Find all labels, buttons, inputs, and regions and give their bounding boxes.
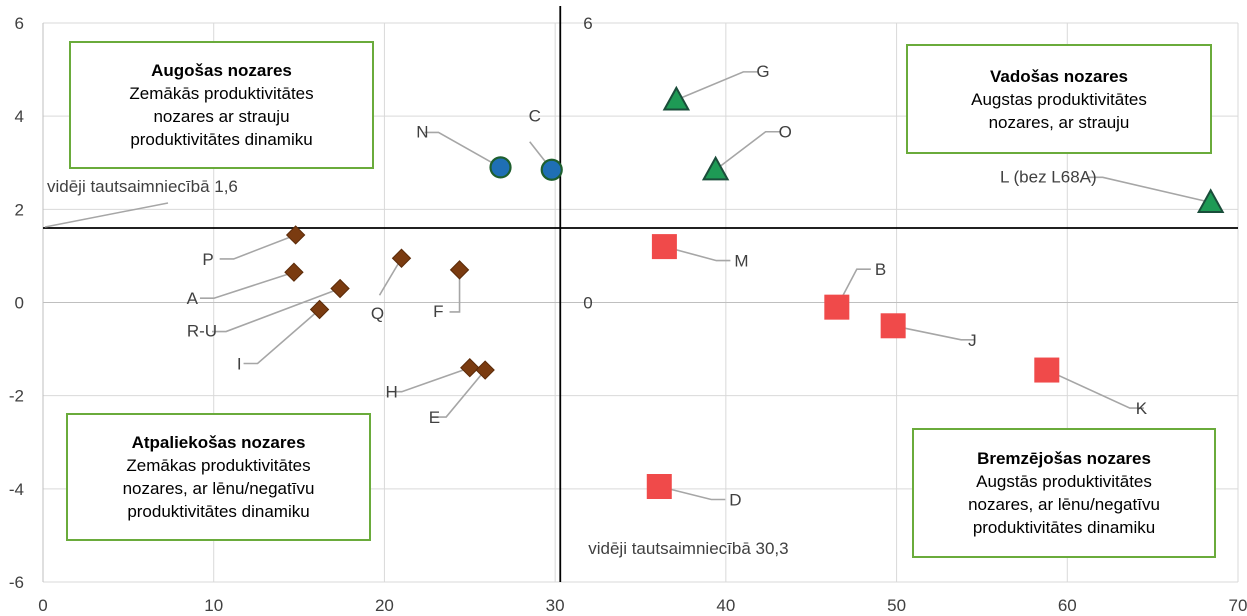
quadrant-line: produktivitātes dinamiku xyxy=(127,502,310,521)
x-tick-label: 10 xyxy=(204,596,223,615)
leader-line xyxy=(424,131,501,169)
y-tick-label: -4 xyxy=(9,480,24,499)
x-tick-label: 60 xyxy=(1058,596,1077,615)
x-tick-label: 30 xyxy=(546,596,565,615)
data-point-square xyxy=(651,234,677,260)
point-label: O xyxy=(779,123,792,142)
y-tick-label: 4 xyxy=(15,107,24,126)
quadrant-box-vadosas: Vadošas nozares Augstas produktivitātes … xyxy=(906,44,1212,154)
point-label: C xyxy=(529,107,541,126)
point-label: M xyxy=(734,252,748,271)
quadrant-box-atpaliekosas: Atpaliekošas nozares Zemākas produktivit… xyxy=(66,413,371,541)
quadrant-line: produktivitātes dinamiku xyxy=(130,130,313,149)
point-label: H xyxy=(386,383,398,402)
x-tick-label: 70 xyxy=(1229,596,1247,615)
leader-line xyxy=(676,71,758,101)
data-point-triangle xyxy=(701,155,730,181)
horizontal-line-label: vidēji tautsaimniecībā 1,6 xyxy=(47,177,238,196)
vertical-line-top-value: 6 xyxy=(583,14,592,33)
leader-line xyxy=(1046,369,1144,409)
quadrant-line: nozares, ar lēnu/negatīvu xyxy=(968,495,1160,514)
data-point-diamond xyxy=(475,360,495,380)
data-point-square xyxy=(1034,357,1060,383)
quadrant-box-bremzejosas: Bremzējošas nozares Augstās produktivitā… xyxy=(912,428,1216,558)
data-points xyxy=(284,85,1225,500)
data-point-square xyxy=(824,294,850,320)
quadrant-box-augosas: Augošas nozares Zemākās produktivitātes … xyxy=(69,41,374,169)
data-point-diamond xyxy=(285,225,306,245)
quadrant-title: Vadošas nozares xyxy=(990,66,1128,86)
quadrant-line: Zemākas produktivitātes xyxy=(126,456,311,475)
point-label: K xyxy=(1136,399,1148,418)
horizontal-label-leader xyxy=(44,202,169,228)
data-point-triangle xyxy=(662,85,691,111)
quadrant-line: Augstās produktivitātes xyxy=(976,472,1152,491)
point-label: I xyxy=(237,354,242,373)
y-tick-label: 6 xyxy=(15,14,24,33)
data-point-square xyxy=(646,474,672,500)
y-tick-label: -2 xyxy=(9,387,24,406)
x-tick-label: 20 xyxy=(375,596,394,615)
leader-line xyxy=(378,257,403,296)
point-label: G xyxy=(756,62,769,81)
leader-line xyxy=(432,369,486,418)
quadrant-title: Augošas nozares xyxy=(151,61,292,80)
x-tick-label: 40 xyxy=(716,596,735,615)
data-point-circle xyxy=(540,158,563,181)
point-label: D xyxy=(729,491,741,510)
point-label: J xyxy=(968,331,977,350)
leader-line xyxy=(449,269,461,313)
x-tick-label: 50 xyxy=(887,596,906,615)
leader-line xyxy=(199,271,295,300)
x-tick-label: 0 xyxy=(38,596,47,615)
data-point-circle xyxy=(489,156,512,179)
leader-line xyxy=(212,287,341,333)
leader-line xyxy=(1088,176,1211,204)
data-point-diamond xyxy=(284,262,304,282)
point-label: A xyxy=(187,289,199,308)
point-label: E xyxy=(429,408,440,427)
leader-lines xyxy=(199,71,1211,501)
point-labels: N C G O L (bez L68A) P A R-U I Q F H E M B J K D xyxy=(187,62,1148,510)
quadrant-title: Bremzējošas nozares xyxy=(977,449,1151,468)
quadrant-line: produktivitātes dinamiku xyxy=(972,518,1156,537)
data-point-diamond xyxy=(330,278,350,299)
data-point-diamond xyxy=(391,248,412,268)
data-point-triangle xyxy=(1196,188,1225,213)
quadrant-title: Atpaliekošas nozares xyxy=(131,433,306,452)
point-label: P xyxy=(202,250,213,269)
leader-line xyxy=(219,234,296,260)
leader-line xyxy=(659,485,726,501)
quadrant-line: Zemākās produktivitātes xyxy=(129,84,314,103)
point-label: B xyxy=(875,260,886,279)
quadrant-line: nozares, ar lēnu/negatīvu xyxy=(122,479,315,498)
data-point-diamond xyxy=(449,260,470,280)
quadrant-line: Augstas produktivitātes xyxy=(971,89,1147,109)
point-label: L (bez L68A) xyxy=(1000,167,1097,186)
quadrant-line: nozares, ar strauju xyxy=(988,112,1130,132)
leader-line xyxy=(892,325,976,341)
reference-lines: 6 0 vidēji tautsaimniecībā 30,3 vidēji taut… xyxy=(43,6,1238,582)
vertical-line-label: vidēji tautsaimniecībā 30,3 xyxy=(588,539,788,558)
data-point-diamond xyxy=(460,358,480,378)
y-tick-label: 2 xyxy=(15,200,24,219)
quadrant-line: nozares ar strauju xyxy=(153,107,290,126)
leader-line xyxy=(715,130,780,171)
leader-line xyxy=(664,245,731,262)
point-label: N xyxy=(416,122,428,141)
data-point-square xyxy=(880,313,906,339)
point-label: R-U xyxy=(187,322,217,341)
point-label: Q xyxy=(371,304,384,323)
y-tick-label: -6 xyxy=(9,573,24,592)
axes xyxy=(42,23,1238,582)
leader-line xyxy=(387,366,471,393)
vertical-line-zero-value: 0 xyxy=(583,294,592,313)
data-point-diamond xyxy=(309,299,330,320)
y-tick-label: 0 xyxy=(15,294,24,313)
leader-line xyxy=(243,308,321,365)
leader-line xyxy=(836,268,871,308)
point-label: F xyxy=(433,302,443,321)
